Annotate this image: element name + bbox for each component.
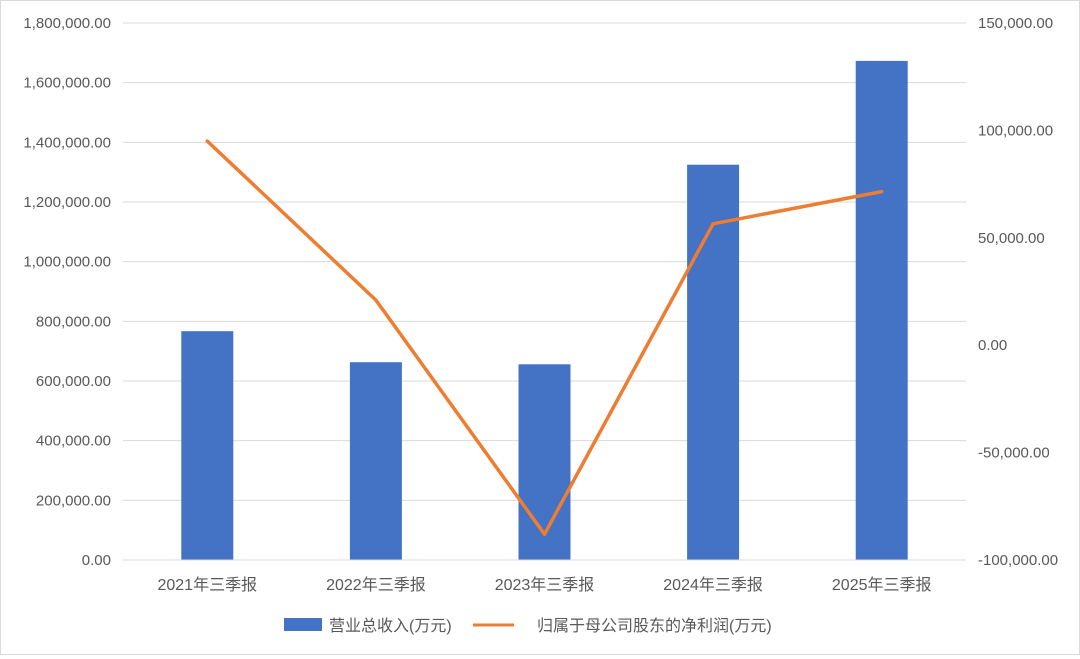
legend-label-profit: 归属于母公司股东的净利润(万元) — [537, 617, 772, 635]
right-tick-label: 50,000.00 — [978, 230, 1045, 247]
right-tick-label: -50,000.00 — [978, 445, 1050, 462]
revenue-bar — [855, 60, 908, 560]
legend: 营业总收入(万元) 归属于母公司股东的净利润(万元) — [284, 617, 772, 635]
revenue-bar — [181, 331, 234, 560]
legend-swatch-revenue — [284, 618, 322, 631]
left-tick-label: 1,800,000.00 — [23, 15, 111, 32]
left-tick-label: 1,200,000.00 — [23, 194, 111, 211]
x-tick-label: 2021年三季报 — [157, 576, 257, 594]
gridlines — [123, 22, 966, 501]
left-tick-label: 1,000,000.00 — [23, 254, 111, 271]
right-tick-label: 150,000.00 — [978, 15, 1053, 32]
x-axis: 2021年三季报 2022年三季报 2023年三季报 2024年三季报 2025年三季报 — [157, 576, 931, 594]
revenue-bar — [349, 362, 402, 560]
left-y-axis: 0.00 200,000.00 400,000.00 600,000.00 800,00… — [23, 15, 111, 569]
left-tick-label: 800,000.00 — [36, 313, 111, 330]
revenue-bar — [518, 364, 571, 560]
revenue-bars — [181, 60, 908, 561]
right-y-axis: -100,000.00 -50,000.00 0.00 50,000.00 100,00… — [978, 15, 1058, 569]
legend-label-revenue: 营业总收入(万元) — [329, 617, 452, 635]
x-tick-label: 2025年三季报 — [832, 576, 932, 594]
x-tick-label: 2023年三季报 — [495, 576, 595, 594]
left-tick-label: 400,000.00 — [36, 433, 111, 450]
right-tick-label: 0.00 — [978, 337, 1007, 354]
profit-line-series — [205, 139, 884, 536]
left-tick-label: 1,600,000.00 — [23, 75, 111, 92]
x-tick-label: 2024年三季报 — [663, 576, 763, 594]
left-tick-label: 600,000.00 — [36, 373, 111, 390]
left-tick-label: 0.00 — [82, 552, 111, 569]
x-tick-label: 2022年三季报 — [326, 576, 426, 594]
left-tick-label: 200,000.00 — [36, 492, 111, 509]
left-tick-label: 1,400,000.00 — [23, 134, 111, 151]
profit-line — [205, 139, 884, 536]
right-tick-label: 100,000.00 — [978, 122, 1053, 139]
revenue-bar — [687, 164, 740, 561]
right-tick-label: -100,000.00 — [978, 552, 1058, 569]
